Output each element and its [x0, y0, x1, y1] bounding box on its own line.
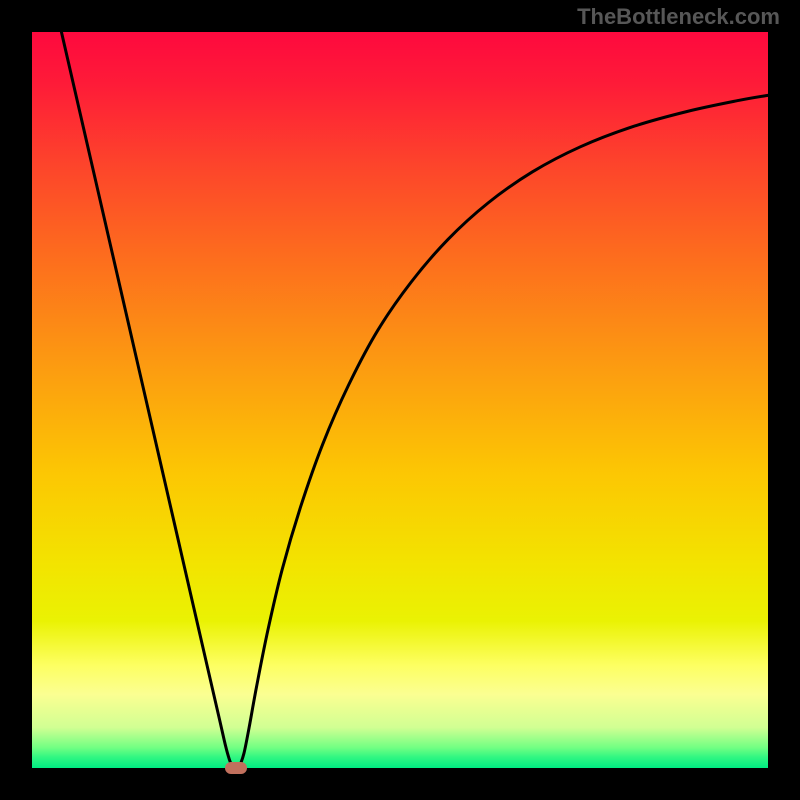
plot-area [32, 32, 768, 768]
watermark-text: TheBottleneck.com [577, 4, 780, 30]
chart-frame: TheBottleneck.com [0, 0, 800, 800]
minimum-marker [225, 762, 247, 774]
gradient-background [32, 32, 768, 768]
